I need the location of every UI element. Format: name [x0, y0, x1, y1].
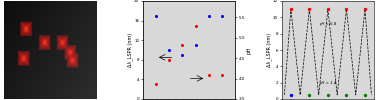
Y-axis label: Δλ_LSPR (nm): Δλ_LSPR (nm): [266, 33, 272, 67]
Point: [325, 94, 331, 96]
Point: [306, 8, 312, 10]
Point: [288, 8, 294, 10]
Point: [343, 94, 349, 96]
Point: [206, 74, 212, 75]
Point: [153, 84, 159, 85]
Point: [153, 15, 159, 16]
Text: pH = 6.8: pH = 6.8: [319, 22, 336, 26]
Point: [166, 49, 172, 51]
Point: [179, 44, 185, 46]
Point: [179, 54, 185, 56]
Y-axis label: pH: pH: [247, 46, 252, 54]
Point: [325, 8, 331, 10]
Point: [206, 15, 212, 16]
Point: [219, 74, 225, 75]
Point: [362, 8, 368, 10]
Point: [288, 94, 294, 96]
Point: [192, 44, 199, 46]
Point: [166, 59, 172, 61]
Point: [219, 15, 225, 16]
Text: pH = 1.4: pH = 1.4: [319, 81, 336, 85]
Point: [343, 8, 349, 10]
Point: [192, 25, 199, 26]
Point: [362, 94, 368, 96]
Y-axis label: Δλ_LSPR (nm): Δλ_LSPR (nm): [127, 33, 133, 67]
Point: [306, 94, 312, 96]
